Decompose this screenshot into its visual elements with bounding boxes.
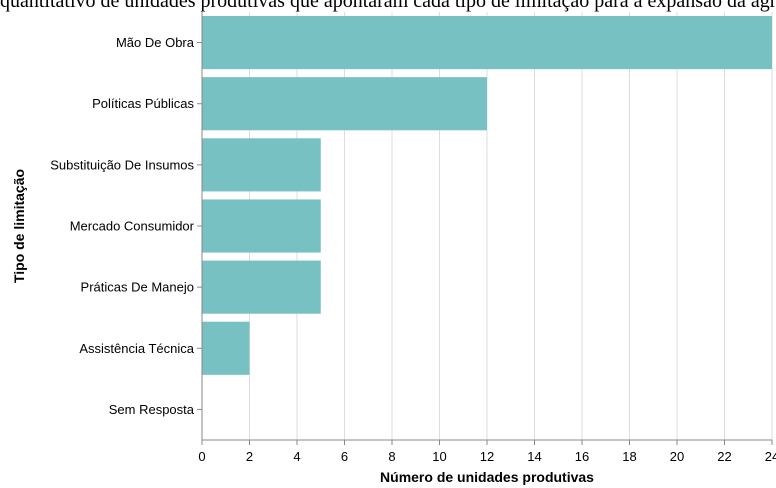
x-tick-label: 22 bbox=[717, 449, 731, 464]
x-tick-label: 6 bbox=[341, 449, 348, 464]
y-tick-label: Mercado Consumidor bbox=[70, 219, 195, 234]
x-axis-title: Número de unidades produtivas bbox=[380, 469, 594, 485]
y-tick-label: Sem Resposta bbox=[109, 402, 195, 417]
y-tick-label: Mão De Obra bbox=[116, 35, 195, 50]
x-tick-label: 14 bbox=[527, 449, 541, 464]
x-tick-label: 20 bbox=[670, 449, 684, 464]
x-tick-label: 16 bbox=[575, 449, 589, 464]
x-tick-label: 0 bbox=[198, 449, 205, 464]
bars bbox=[202, 16, 772, 375]
x-tick-label: 8 bbox=[388, 449, 395, 464]
figure-caption: quantitativo de unidades produtivas que … bbox=[0, 0, 776, 12]
y-axis-title: Tipo de limitação bbox=[11, 169, 27, 283]
y-tick-label: Assistência Técnica bbox=[79, 341, 194, 356]
bar bbox=[202, 77, 487, 131]
x-tick-label: 10 bbox=[432, 449, 446, 464]
bar bbox=[202, 260, 321, 314]
x-tick-label: 24 bbox=[765, 449, 776, 464]
x-tick-label: 12 bbox=[480, 449, 494, 464]
y-tick-label: Práticas De Manejo bbox=[81, 280, 194, 295]
figure-caption-text: quantitativo de unidades produtivas que … bbox=[0, 0, 776, 12]
bar bbox=[202, 321, 250, 375]
bar bbox=[202, 199, 321, 253]
axes: Mão De Obra Políticas Públicas Substituiçã… bbox=[50, 12, 776, 464]
y-tick-label: Políticas Públicas bbox=[92, 96, 194, 111]
bar bbox=[202, 138, 321, 192]
x-tick-label: 18 bbox=[622, 449, 636, 464]
x-tick-label: 4 bbox=[293, 449, 300, 464]
y-tick-label: Substituição De Insumos bbox=[50, 157, 194, 172]
x-tick-label: 2 bbox=[246, 449, 253, 464]
bar bbox=[202, 16, 772, 70]
